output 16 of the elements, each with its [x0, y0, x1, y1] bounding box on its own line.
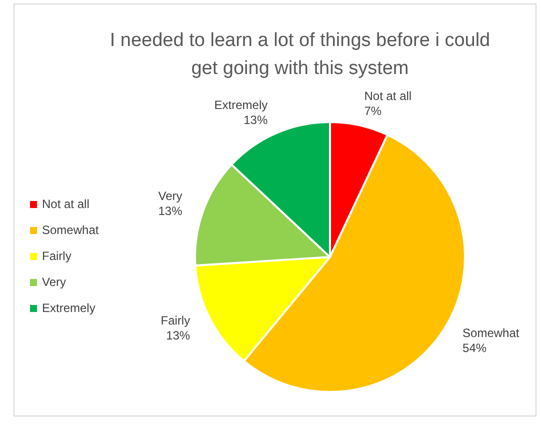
slice-label: Very [158, 188, 182, 203]
chart-title: I needed to learn a lot of things before i could get going with this system [110, 30, 490, 79]
data-label: 54% [462, 341, 487, 356]
data-label: 7% [364, 104, 382, 118]
data-label: 13% [158, 204, 183, 218]
legend-label: Somewhat [42, 223, 100, 237]
legend-label: Extremely [42, 301, 96, 315]
data-label: 13% [166, 328, 190, 342]
slice-label: Fairly [160, 313, 190, 328]
slice-label: Not at all [364, 88, 412, 103]
legend-label: Fairly [42, 249, 72, 263]
slice-label: Somewhat [462, 326, 520, 340]
data-label: 13% [244, 112, 268, 127]
slice-label: Extremely [214, 98, 268, 112]
legend-label: Very [42, 275, 66, 289]
legend-label: Not at all [42, 197, 90, 211]
